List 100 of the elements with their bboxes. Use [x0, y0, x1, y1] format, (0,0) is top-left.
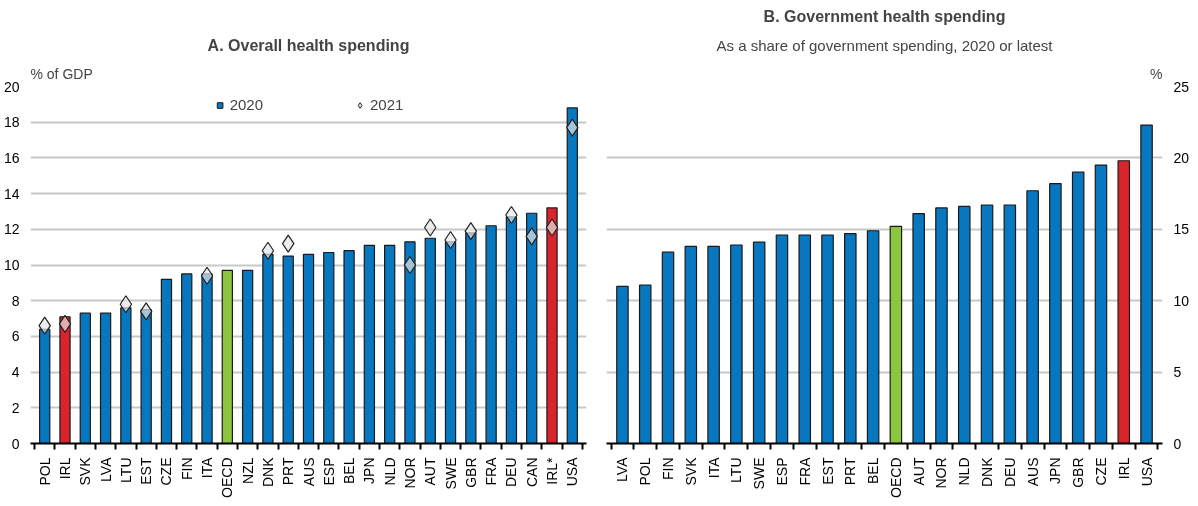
- y2-tick-label: 20: [1173, 149, 1190, 166]
- x-tick-label: AUT: [422, 457, 439, 486]
- x-tick-label: OECD: [219, 457, 236, 498]
- x-tick-label: LTU: [117, 457, 134, 483]
- bar: [1026, 190, 1039, 444]
- bar: [160, 278, 173, 444]
- bar: [1071, 171, 1085, 444]
- x-tick-label: DNK: [259, 456, 276, 488]
- bar: [526, 212, 538, 444]
- bar: [59, 316, 71, 444]
- x-tick-label: ESP: [320, 457, 337, 486]
- x-tick-label: POL: [36, 457, 53, 486]
- point: [119, 295, 133, 314]
- y-tick-label: 14: [3, 185, 20, 202]
- bar: [363, 244, 376, 444]
- x-tick-label: SWE: [442, 457, 459, 490]
- x-tick-label: ESP: [773, 457, 790, 486]
- point: [403, 255, 417, 275]
- point: [545, 218, 559, 237]
- bar: [546, 207, 558, 444]
- chart-title: A. Overall health spending: [207, 36, 410, 54]
- bar: [730, 244, 743, 444]
- x-tick-label: BEL: [341, 457, 358, 484]
- x-tick-label: AUS: [1024, 457, 1041, 487]
- x-tick-label: PRT: [280, 457, 297, 486]
- bar: [1140, 124, 1153, 444]
- y-tick-label: 8: [11, 292, 20, 309]
- x-tick-label: ITA: [199, 456, 216, 479]
- bar: [241, 269, 254, 444]
- bar: [383, 244, 396, 444]
- x-tick-label: CZE: [1092, 457, 1109, 486]
- x-tick-label: IRL: [1115, 457, 1132, 480]
- y2-axis-title: %: [1150, 65, 1163, 82]
- y-tick-label: 16: [3, 149, 20, 166]
- x-tick-label: NZL: [239, 457, 256, 484]
- x-tick-label: BEL: [865, 457, 882, 484]
- y2-tick-label: 0: [1173, 435, 1182, 452]
- bar: [404, 241, 416, 444]
- bar: [889, 225, 903, 444]
- bar: [485, 225, 497, 444]
- bar: [912, 212, 925, 444]
- bar: [181, 273, 193, 444]
- bar: [1049, 183, 1062, 444]
- bar: [775, 234, 789, 444]
- legend-label: 2020: [229, 96, 263, 113]
- bar: [684, 245, 698, 444]
- point: [261, 241, 275, 260]
- legend-label: 2021: [370, 96, 404, 113]
- x-tick-label: EST: [138, 457, 155, 485]
- bar: [980, 204, 994, 444]
- bar: [707, 245, 720, 444]
- y-tick-label: 18: [3, 114, 20, 131]
- bar: [752, 241, 766, 444]
- x-tick-label: CZE: [158, 457, 175, 486]
- point: [139, 302, 153, 321]
- x-tick-label: NLD: [956, 457, 973, 486]
- chart-title: B. Government health spending: [763, 7, 1006, 25]
- bar: [566, 107, 578, 444]
- bar: [1094, 164, 1108, 444]
- point: [423, 218, 437, 237]
- x-tick-label: SVK: [77, 456, 94, 486]
- bar: [302, 253, 315, 444]
- x-tick-label: CAN: [523, 457, 540, 488]
- point: [464, 221, 478, 241]
- bar: [323, 251, 335, 444]
- x-tick-label: NLD: [381, 457, 398, 486]
- x-tick-label: USA: [564, 456, 581, 487]
- bar: [638, 284, 652, 444]
- bar: [616, 285, 629, 444]
- point: [200, 266, 214, 285]
- bar: [79, 312, 91, 444]
- y-tick-label: 10: [3, 257, 20, 273]
- bar: [1003, 204, 1017, 444]
- y-axis-title: % of GDP: [30, 65, 93, 82]
- bar: [661, 251, 675, 444]
- bar: [1117, 160, 1131, 444]
- x-tick-label: SVK: [682, 456, 699, 486]
- x-tick-label: IRL*: [544, 456, 560, 485]
- x-tick-label: NOR: [401, 457, 418, 489]
- x-tick-label: LTU: [728, 457, 745, 483]
- x-tick-label: SWE: [751, 457, 768, 490]
- x-tick-label: DEU: [1001, 457, 1018, 488]
- point: [58, 314, 72, 333]
- y2-tick-label: 15: [1173, 221, 1190, 238]
- x-tick-label: FIN: [660, 457, 677, 481]
- x-tick-label: NOR: [933, 457, 950, 489]
- x-tick-label: JPN: [361, 457, 378, 484]
- x-tick-label: DNK: [979, 456, 996, 488]
- x-tick-label: OECD: [887, 457, 904, 498]
- x-tick-label: JPN: [1047, 457, 1064, 484]
- chart-subtitle: As a share of government spending, 2020 or latest: [716, 36, 1054, 54]
- y-tick-label: 2: [11, 399, 20, 416]
- bar: [866, 230, 880, 444]
- x-tick-label: PRT: [842, 457, 859, 486]
- x-tick-label: FRA: [483, 456, 500, 486]
- bar: [957, 205, 971, 444]
- y-tick-label: 12: [3, 221, 20, 238]
- y2-tick-label: 10: [1173, 292, 1190, 309]
- x-tick-label: USA: [1138, 456, 1155, 487]
- bar: [424, 237, 436, 444]
